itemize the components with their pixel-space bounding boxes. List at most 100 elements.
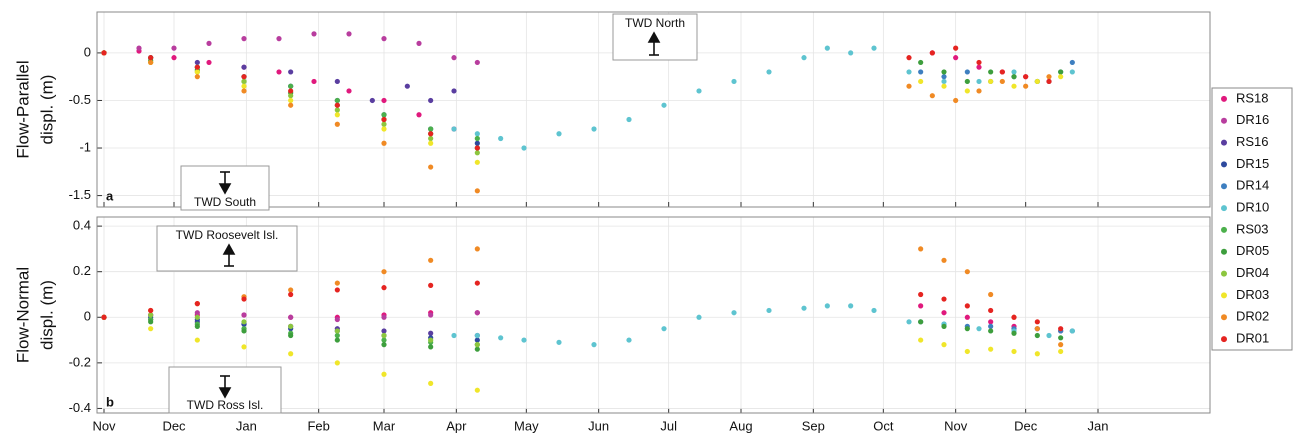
data-point (918, 78, 924, 85)
legend-label: RS03 (1236, 221, 1269, 236)
data-point (451, 126, 457, 132)
data-point (988, 346, 994, 352)
legend-marker (1221, 117, 1227, 124)
data-point (591, 126, 597, 132)
data-point (1058, 335, 1064, 341)
data-point (171, 55, 177, 61)
data-point (591, 342, 597, 348)
data-point (474, 246, 480, 252)
legend-marker (1221, 95, 1227, 102)
data-point (148, 307, 154, 314)
legend-label: DR05 (1236, 243, 1269, 258)
data-point (766, 307, 772, 314)
arrows (218, 31, 661, 399)
data-point (334, 316, 340, 323)
data-point (428, 337, 434, 343)
data-point (1011, 330, 1017, 336)
data-point (474, 188, 480, 194)
data-point (148, 59, 154, 66)
data-point (964, 348, 970, 355)
data-point (381, 97, 387, 104)
data-point (288, 332, 294, 339)
data-point (474, 145, 480, 151)
data-point (474, 342, 480, 348)
legend-label: DR15 (1236, 156, 1269, 171)
legend-label: DR14 (1236, 178, 1269, 193)
data-point (288, 69, 294, 75)
data-point (1034, 319, 1040, 325)
data-point (988, 78, 994, 85)
data-point (1011, 74, 1017, 80)
annotation: TWD South (194, 195, 256, 209)
data-point (381, 126, 387, 132)
data-point (906, 319, 912, 325)
data-point (918, 337, 924, 343)
y-tick-label: -0.2 (69, 354, 91, 369)
data-point (1034, 351, 1040, 357)
data-point (929, 93, 935, 99)
data-point (101, 314, 107, 320)
data-point (241, 344, 247, 350)
data-point (918, 246, 924, 252)
data-point (474, 159, 480, 165)
data-point (428, 135, 434, 142)
data-point (1069, 69, 1075, 75)
data-point (906, 83, 912, 89)
data-point (766, 69, 772, 75)
data-point (428, 330, 434, 336)
data-point (474, 135, 480, 142)
annotation: TWD Ross Isl. (187, 398, 264, 412)
data-point (136, 45, 142, 51)
plot-frame (96, 216, 1211, 414)
data-point (906, 55, 912, 61)
data-point (976, 326, 982, 332)
legend: RS18 DR16 RS16 DR15 DR14 DR10 RS03 DR05 DR04 DR03… (1211, 87, 1293, 351)
data-point (288, 314, 294, 320)
data-point (848, 50, 854, 56)
data-point (334, 337, 340, 343)
x-tick-label: Apr (446, 418, 467, 433)
data-point (941, 296, 947, 302)
panel-label: b (106, 394, 114, 409)
data-point (1034, 326, 1040, 332)
data-point (731, 78, 737, 85)
data-point (1046, 74, 1052, 80)
data-point (1058, 348, 1064, 355)
data-point (241, 78, 247, 85)
data-point (941, 342, 947, 348)
annotation: TWD North (625, 16, 685, 30)
data-point (474, 280, 480, 286)
data-point (194, 64, 200, 70)
data-point (194, 310, 200, 316)
data-point (848, 303, 854, 309)
data-point (1034, 78, 1040, 85)
legend-label: DR10 (1236, 200, 1269, 215)
y-tick-label: -1 (79, 139, 91, 154)
data-point (953, 97, 959, 104)
legend-label: DR01 (1236, 331, 1269, 346)
data-point (918, 303, 924, 309)
legend-marker (1221, 139, 1227, 146)
legend-marker (1221, 226, 1227, 233)
data-point (824, 45, 830, 51)
data-point (334, 287, 340, 293)
data-point (871, 307, 877, 314)
x-tick-label: Jun (588, 418, 609, 433)
data-point (334, 328, 340, 334)
data-point (988, 323, 994, 329)
x-tick-label: Jan (1088, 418, 1109, 433)
y-axis-label: Flow-Normal (13, 267, 32, 363)
data-point (918, 291, 924, 298)
data-point (101, 50, 107, 56)
data-point (404, 83, 410, 89)
data-point (988, 319, 994, 325)
data-point (288, 88, 294, 94)
legend-marker (1221, 314, 1227, 321)
data-point (148, 55, 154, 61)
data-point (241, 296, 247, 302)
data-point (988, 69, 994, 75)
data-point (1011, 83, 1017, 89)
data-point (194, 314, 200, 320)
data-point (288, 97, 294, 104)
data-point (346, 88, 352, 94)
